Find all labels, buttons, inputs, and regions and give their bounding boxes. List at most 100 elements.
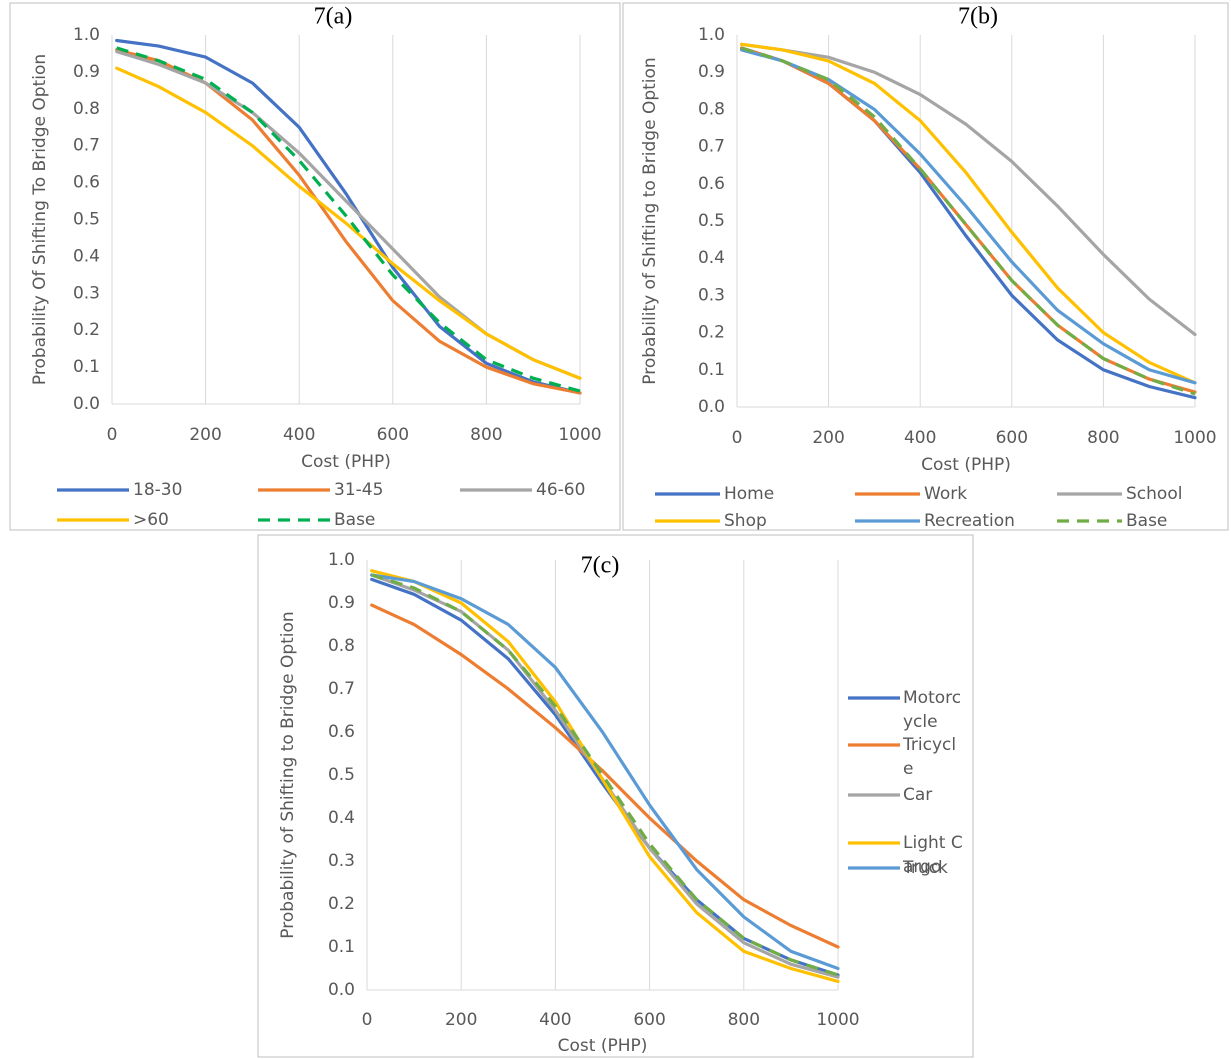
- series-line: [371, 573, 839, 977]
- series-line: [740, 46, 1197, 400]
- x-tick-label: 1000: [1173, 428, 1216, 448]
- y-tick-label: 0.8: [328, 636, 355, 656]
- y-tick-label: 0.0: [698, 397, 725, 417]
- y-tick-label: 1.0: [328, 550, 355, 570]
- chart-title: 7(a): [314, 4, 353, 30]
- y-tick-label: 1.0: [698, 25, 725, 45]
- legend-item: Motorcycle: [903, 688, 962, 732]
- panel-border: [257, 534, 974, 1058]
- y-tick-label: 0.7: [328, 679, 355, 699]
- y-tick-label: 0.7: [73, 136, 100, 156]
- series-line: [370, 603, 840, 949]
- y-tick-label: 0.6: [328, 722, 355, 742]
- legend-label: Tricycle: [903, 735, 957, 779]
- chart-title: 7(c): [581, 553, 620, 579]
- legend-label: Base: [1126, 511, 1167, 531]
- legend-label: Base: [334, 510, 375, 530]
- y-tick-label: 0.6: [698, 174, 725, 194]
- y-tick-label: 1.0: [73, 25, 100, 45]
- series-line: [115, 66, 582, 380]
- y-tick-label: 0.3: [73, 283, 100, 303]
- x-tick-label: 0: [107, 425, 118, 445]
- y-tick-label: 0.2: [328, 894, 355, 914]
- y-tick-label: 0.4: [698, 248, 725, 268]
- y-tick-label: 0.4: [328, 808, 355, 828]
- legend-label: Truck: [903, 858, 948, 878]
- y-tick-label: 0.3: [328, 851, 355, 871]
- y-axis-label: Probability of Shifting to Bridge Option: [640, 57, 660, 384]
- legend-label: >60: [133, 510, 169, 530]
- y-tick-label: 0.0: [328, 980, 355, 1000]
- y-tick-label: 0.5: [73, 210, 100, 230]
- y-tick-label: 0.5: [698, 211, 725, 231]
- y-tick-label: 0.8: [698, 99, 725, 119]
- legend-label: Home: [724, 484, 774, 504]
- x-tick-label: 600: [377, 425, 409, 445]
- panel-border: [9, 2, 621, 531]
- x-tick-label: 400: [283, 425, 315, 445]
- x-tick-label: 200: [189, 425, 221, 445]
- y-axis-label: Probability of Shifting to Bridge Option: [278, 611, 298, 938]
- legend-label: Work: [924, 484, 967, 504]
- x-tick-label: 800: [728, 1010, 760, 1030]
- series-line: [116, 46, 581, 393]
- legend-label: 46-60: [536, 480, 585, 500]
- x-tick-label: 1000: [816, 1010, 859, 1030]
- x-tick-label: 600: [996, 428, 1028, 448]
- series-line: [370, 573, 840, 971]
- y-axis-label: Probability Of Shifting To Bridge Option: [30, 54, 50, 385]
- legend-item: Tricycle: [903, 735, 957, 779]
- legend-item: Light Cargo: [903, 833, 963, 877]
- x-tick-label: 600: [633, 1010, 665, 1030]
- legend-label: School: [1126, 484, 1182, 504]
- y-tick-label: 0.8: [73, 99, 100, 119]
- y-tick-label: 0.5: [328, 765, 355, 785]
- x-axis-label: Cost (PHP): [301, 452, 391, 472]
- y-tick-label: 0.1: [698, 360, 725, 380]
- x-tick-label: 400: [904, 428, 936, 448]
- x-axis-label: Cost (PHP): [558, 1036, 648, 1056]
- series-line: [740, 48, 1197, 385]
- x-tick-label: 1000: [558, 425, 601, 445]
- y-tick-label: 0.4: [73, 246, 100, 266]
- y-tick-label: 0.0: [73, 394, 100, 414]
- legend-label: Car: [903, 785, 933, 805]
- series-line: [370, 573, 840, 979]
- y-tick-label: 0.2: [698, 323, 725, 343]
- y-tick-label: 0.1: [328, 937, 355, 957]
- series-line: [370, 569, 840, 983]
- y-tick-label: 0.6: [73, 173, 100, 193]
- x-tick-label: 0: [362, 1010, 373, 1030]
- x-tick-label: 0: [732, 428, 743, 448]
- x-tick-label: 400: [539, 1010, 571, 1030]
- y-tick-label: 0.9: [328, 593, 355, 613]
- legend-label: Shop: [724, 511, 767, 531]
- legend-label: Motorcycle: [903, 688, 962, 732]
- y-tick-label: 0.3: [698, 285, 725, 305]
- series-line: [740, 42, 1197, 385]
- legend-label: 18-30: [133, 480, 182, 500]
- y-tick-label: 0.9: [73, 62, 100, 82]
- legend-label: 31-45: [334, 480, 383, 500]
- y-tick-label: 0.7: [698, 137, 725, 157]
- legend-item: Truck: [903, 858, 948, 878]
- panel-border: [622, 2, 1229, 531]
- y-tick-label: 0.1: [73, 357, 100, 377]
- legend-label: Recreation: [924, 511, 1015, 531]
- x-tick-label: 200: [445, 1010, 477, 1030]
- y-tick-label: 0.2: [73, 320, 100, 340]
- series-line: [115, 38, 582, 395]
- legend-label: Light Cargo: [903, 833, 963, 877]
- series-line: [741, 46, 1196, 396]
- chart-title: 7(b): [958, 4, 998, 30]
- series-line: [370, 577, 840, 977]
- y-tick-label: 0.9: [698, 62, 725, 82]
- x-tick-label: 200: [812, 428, 844, 448]
- legend-item: Car: [903, 785, 933, 805]
- x-tick-label: 800: [1087, 428, 1119, 448]
- series-line: [740, 42, 1197, 337]
- x-axis-label: Cost (PHP): [921, 455, 1011, 475]
- series-line: [740, 46, 1197, 394]
- x-tick-label: 800: [470, 425, 502, 445]
